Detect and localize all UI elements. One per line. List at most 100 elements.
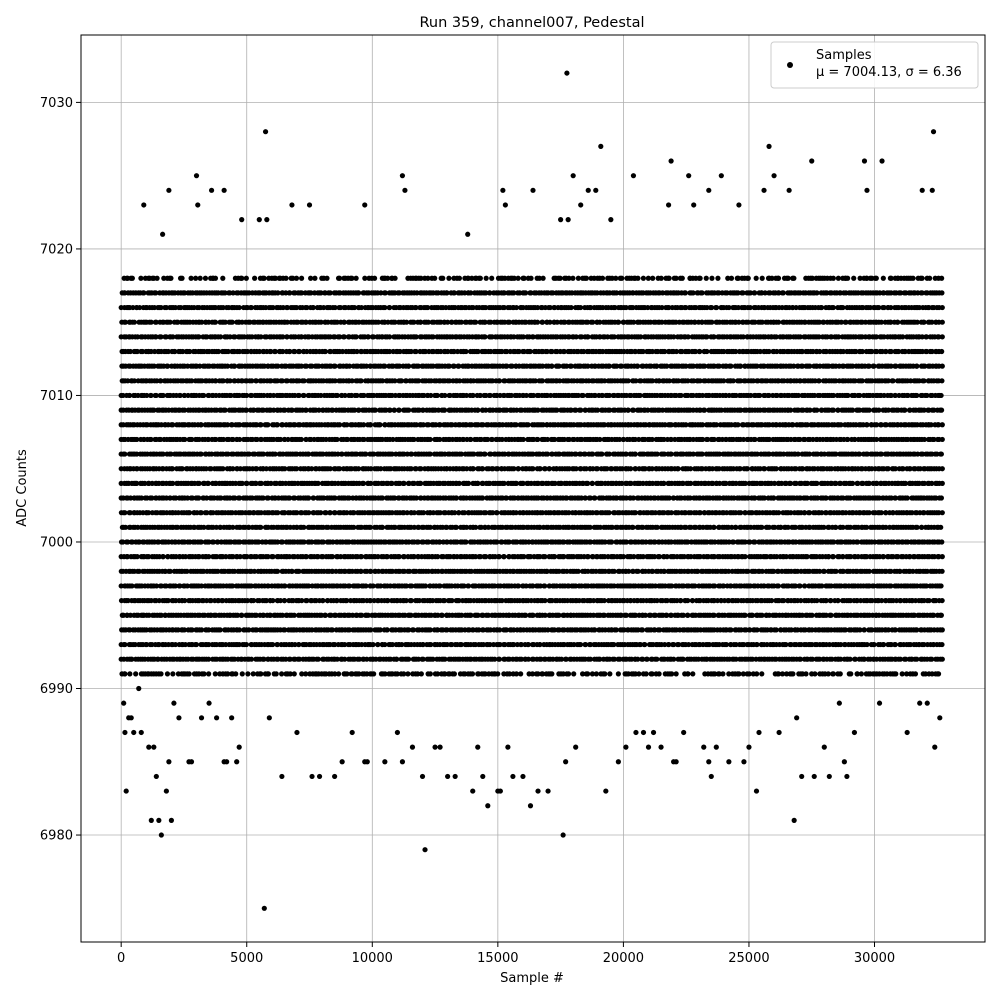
sample-point <box>939 554 945 560</box>
sample-point <box>797 583 803 589</box>
sample-point <box>871 641 877 648</box>
sample-point <box>199 627 205 633</box>
sample-point <box>803 671 809 677</box>
sample-point <box>609 539 615 545</box>
sample-point <box>277 597 284 604</box>
sample-point <box>127 612 134 618</box>
sample-point <box>888 583 894 589</box>
sample-point <box>823 612 829 618</box>
sample-point <box>231 568 238 574</box>
sample-point <box>254 627 260 633</box>
sample-point <box>356 656 362 662</box>
sample-point <box>320 597 326 604</box>
sample-point <box>409 583 415 589</box>
sample-point <box>497 627 503 633</box>
sample-point <box>160 554 166 560</box>
sample-point <box>680 656 686 662</box>
sample-point <box>649 671 655 677</box>
sample-point <box>206 627 212 633</box>
sample-point <box>618 612 624 618</box>
sample-point <box>742 612 748 618</box>
scatter-points <box>118 70 945 911</box>
sample-point <box>597 656 603 662</box>
sample-point <box>678 597 684 604</box>
sample-point <box>585 671 591 677</box>
sample-point <box>931 612 937 618</box>
sample-point <box>676 641 682 648</box>
sample-point <box>858 671 864 677</box>
sample-point <box>766 612 772 618</box>
sample-point <box>749 612 756 618</box>
sample-point <box>265 554 271 560</box>
sample-point <box>289 568 295 574</box>
sample-point <box>430 656 436 662</box>
sample-point <box>215 568 221 574</box>
sample-point <box>664 612 670 618</box>
sample-point <box>675 466 681 472</box>
sample-point <box>206 641 212 648</box>
sample-point <box>637 641 644 648</box>
sample-point <box>384 554 390 560</box>
sample-point <box>182 597 188 604</box>
sample-point <box>468 612 474 618</box>
sample-point <box>315 656 321 662</box>
sample-point <box>239 671 245 677</box>
sample-point <box>711 612 717 618</box>
sample-point <box>487 641 493 648</box>
sample-point <box>692 583 698 589</box>
sample-point <box>470 466 476 472</box>
sample-point <box>251 597 257 604</box>
sample-point <box>513 671 520 677</box>
sample-point <box>888 568 894 574</box>
sample-point <box>282 627 288 633</box>
sample-point <box>745 568 751 574</box>
sample-point <box>626 568 632 574</box>
sample-point <box>812 671 818 677</box>
sample-point <box>344 671 350 677</box>
sample-point <box>518 641 525 648</box>
sample-point <box>759 568 765 574</box>
sample-point <box>671 641 677 648</box>
sample-point <box>212 671 218 677</box>
sample-point <box>394 656 400 662</box>
sample-point <box>897 656 904 662</box>
sample-point <box>657 627 663 633</box>
sample-point <box>769 597 775 604</box>
sample-point <box>368 627 374 633</box>
sample-point <box>158 612 164 618</box>
sample-point <box>938 524 944 530</box>
sample-point <box>164 671 171 677</box>
sample-point <box>654 656 660 662</box>
sample-point <box>434 671 441 677</box>
sample-point <box>876 612 882 618</box>
sample-point <box>451 671 457 677</box>
sample-point <box>198 583 205 589</box>
sample-point <box>299 597 305 604</box>
sample-point <box>334 597 340 604</box>
sample-point <box>754 671 760 677</box>
sample-point <box>939 539 945 545</box>
sample-point <box>153 583 160 589</box>
sample-point <box>435 554 441 560</box>
sample-point <box>775 671 782 677</box>
sample-point <box>346 583 353 589</box>
sample-point <box>248 583 254 589</box>
sample-point <box>511 641 517 648</box>
sample-point <box>530 612 536 618</box>
sample-point <box>601 612 607 618</box>
sample-point <box>842 627 849 633</box>
sample-point <box>673 671 679 677</box>
sample-point <box>368 568 374 574</box>
sample-point <box>788 627 794 633</box>
sample-point <box>589 671 596 677</box>
sample-point <box>334 656 340 662</box>
sample-point <box>720 583 727 589</box>
sample-point <box>403 597 409 604</box>
sample-point <box>167 568 173 574</box>
sample-point <box>120 612 127 618</box>
sample-point <box>542 612 548 618</box>
sample-point <box>399 641 405 648</box>
sample-point <box>258 671 264 677</box>
sample-point <box>838 656 844 662</box>
sample-point <box>823 597 829 604</box>
